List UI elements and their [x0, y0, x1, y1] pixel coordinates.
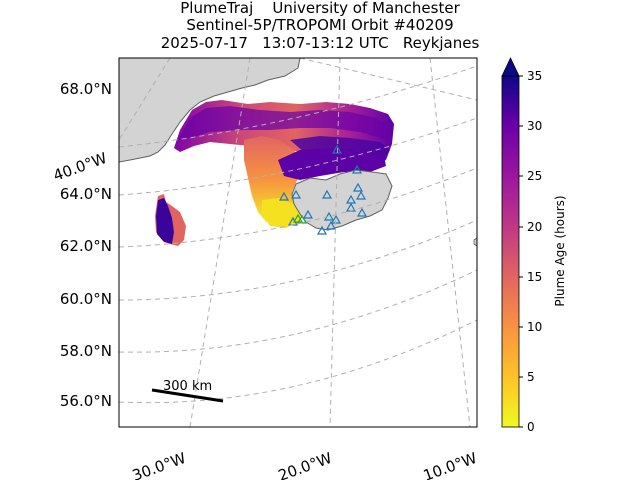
lat-label-58: 58.0°N — [60, 342, 112, 360]
graticule — [119, 58, 477, 427]
colorbar-extend-arrow — [501, 57, 520, 77]
lon-label-10w: 10.0°W — [421, 449, 480, 480]
colorbar: 0 5 10 15 20 25 30 35 Plume Age (hours) — [501, 57, 567, 434]
colorbar-tick-0: 0 — [527, 420, 535, 434]
scale-bar-label: 300 km — [163, 379, 212, 394]
lat-label-68: 68.0°N — [60, 80, 112, 98]
map-area — [119, 58, 477, 427]
title-line-1: PlumeTraj University of Manchester — [180, 0, 460, 17]
scale-bar — [151, 388, 224, 403]
iceland-land — [291, 169, 393, 231]
colorbar-tick-10: 10 — [527, 320, 542, 334]
colorbar-tick-30: 30 — [527, 119, 542, 133]
lon-label-30w: 30.0°W — [130, 449, 189, 480]
lon-label-40w: 40.0°W — [51, 149, 110, 185]
lat-label-56: 56.0°N — [60, 392, 112, 410]
title-line-3: 2025-07-17 13:07-13:12 UTC Reykjanes — [160, 34, 480, 52]
colorbar-tick-5: 5 — [527, 370, 535, 384]
colorbar-tick-35: 35 — [527, 69, 542, 83]
lat-label-60: 60.0°N — [60, 290, 112, 308]
map-frame — [118, 57, 478, 428]
colorbar-tick-25: 25 — [527, 169, 542, 183]
colorbar-tick-20: 20 — [527, 220, 542, 234]
title-line-2: Sentinel-5P/TROPOMI Orbit #40209 — [186, 16, 454, 34]
lon-label-20w: 20.0°W — [276, 449, 335, 480]
greenland-land — [119, 58, 301, 163]
lat-label-64: 64.0°N — [60, 185, 112, 203]
colorbar-tick-15: 15 — [527, 270, 542, 284]
colorbar-label: Plume Age (hours) — [553, 195, 567, 306]
lat-label-62: 62.0°N — [60, 237, 112, 255]
